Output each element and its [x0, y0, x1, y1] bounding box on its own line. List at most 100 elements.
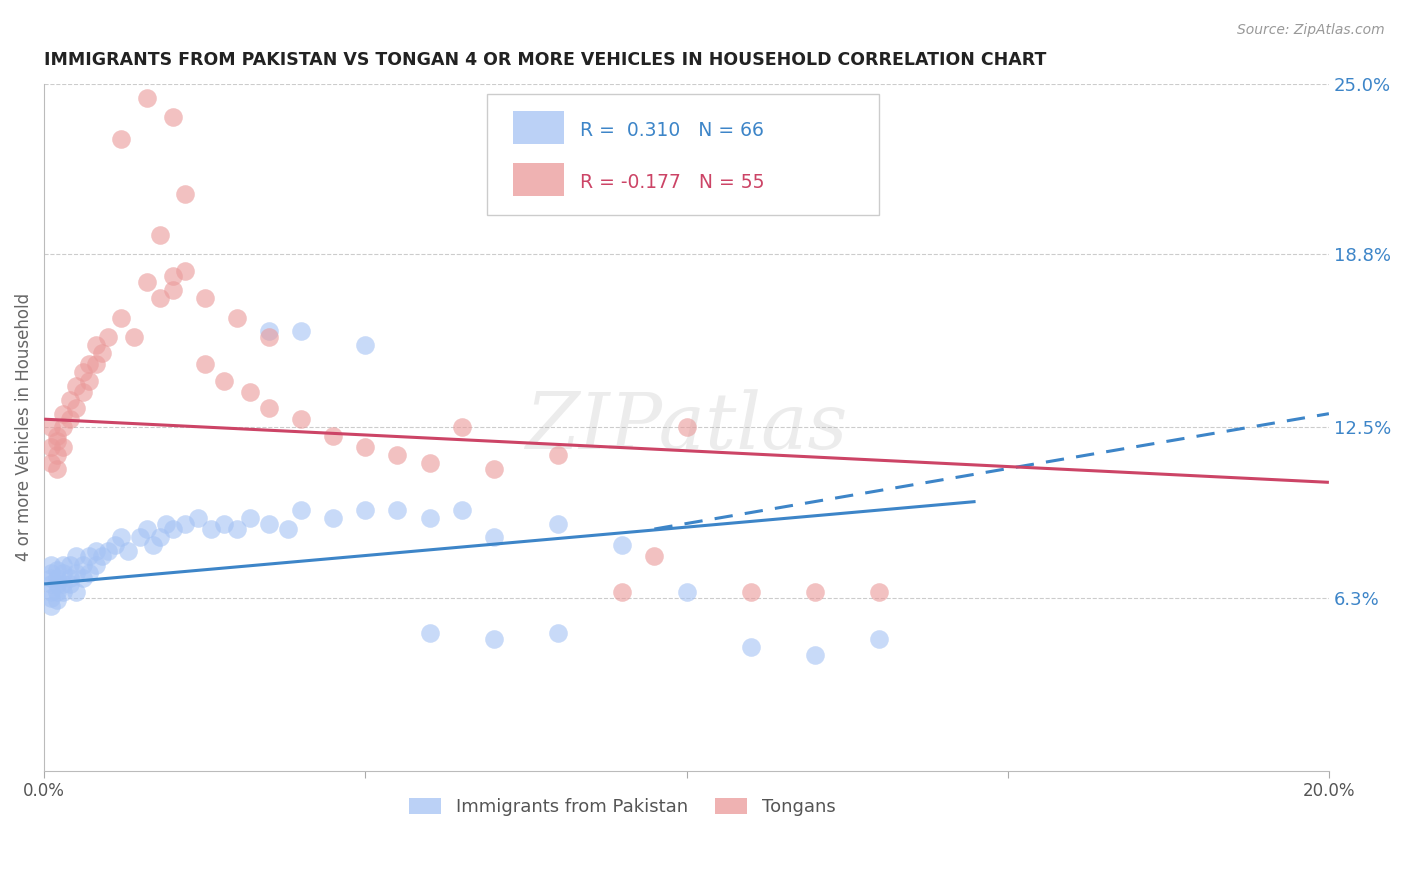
Point: [419, 456, 441, 470]
Point: [239, 384, 262, 399]
Point: [135, 275, 157, 289]
Point: [46, 563, 69, 577]
Point: [290, 412, 312, 426]
Point: [225, 310, 247, 325]
Point: [52, 577, 75, 591]
Point: [387, 448, 409, 462]
Point: [59, 392, 82, 407]
Point: [162, 283, 184, 297]
Point: [52, 420, 75, 434]
Point: [77, 549, 100, 564]
Point: [257, 330, 280, 344]
Point: [135, 91, 157, 105]
Point: [225, 522, 247, 536]
Point: [194, 357, 217, 371]
Point: [257, 516, 280, 531]
Text: Source: ZipAtlas.com: Source: ZipAtlas.com: [1237, 23, 1385, 37]
Point: [84, 357, 107, 371]
Point: [110, 530, 132, 544]
Point: [612, 539, 634, 553]
Point: [122, 330, 145, 344]
Point: [77, 566, 100, 580]
Point: [65, 566, 87, 580]
Point: [135, 522, 157, 536]
Point: [643, 549, 665, 564]
Bar: [513, 111, 564, 144]
Point: [52, 566, 75, 580]
Point: [65, 549, 87, 564]
Point: [868, 585, 890, 599]
Point: [90, 549, 112, 564]
Point: [52, 558, 75, 572]
Point: [52, 440, 75, 454]
Point: [277, 522, 299, 536]
Point: [59, 412, 82, 426]
Point: [52, 407, 75, 421]
Point: [46, 571, 69, 585]
Point: [72, 384, 94, 399]
Text: R =  0.310   N = 66: R = 0.310 N = 66: [579, 120, 763, 139]
Point: [387, 503, 409, 517]
Point: [39, 571, 62, 585]
Point: [868, 632, 890, 646]
Point: [46, 448, 69, 462]
Point: [149, 291, 172, 305]
Point: [72, 366, 94, 380]
Point: [257, 324, 280, 338]
Point: [59, 558, 82, 572]
Point: [149, 530, 172, 544]
Point: [482, 530, 505, 544]
Point: [482, 632, 505, 646]
Point: [450, 503, 472, 517]
Point: [257, 401, 280, 416]
Point: [65, 585, 87, 599]
Point: [117, 544, 139, 558]
Point: [740, 640, 762, 654]
Point: [39, 456, 62, 470]
Point: [46, 577, 69, 591]
Text: IMMIGRANTS FROM PAKISTAN VS TONGAN 4 OR MORE VEHICLES IN HOUSEHOLD CORRELATION C: IMMIGRANTS FROM PAKISTAN VS TONGAN 4 OR …: [44, 51, 1046, 69]
Point: [110, 310, 132, 325]
Point: [322, 511, 344, 525]
Point: [77, 357, 100, 371]
Point: [212, 516, 235, 531]
Point: [46, 593, 69, 607]
Point: [187, 511, 209, 525]
Point: [162, 269, 184, 284]
Point: [174, 186, 197, 201]
Point: [612, 585, 634, 599]
Point: [39, 558, 62, 572]
Point: [59, 571, 82, 585]
Point: [354, 440, 377, 454]
Point: [142, 539, 165, 553]
Point: [547, 626, 569, 640]
Point: [90, 346, 112, 360]
Point: [482, 461, 505, 475]
Point: [162, 522, 184, 536]
Point: [72, 558, 94, 572]
Point: [97, 330, 120, 344]
Point: [65, 379, 87, 393]
Point: [39, 440, 62, 454]
Point: [212, 374, 235, 388]
Point: [322, 428, 344, 442]
Point: [740, 585, 762, 599]
Point: [675, 585, 697, 599]
FancyBboxPatch shape: [488, 95, 879, 215]
Y-axis label: 4 or more Vehicles in Household: 4 or more Vehicles in Household: [15, 293, 32, 561]
Point: [162, 110, 184, 124]
Point: [39, 577, 62, 591]
Point: [149, 228, 172, 243]
Point: [450, 420, 472, 434]
Point: [52, 585, 75, 599]
Point: [46, 585, 69, 599]
Point: [39, 585, 62, 599]
Point: [290, 324, 312, 338]
Point: [39, 599, 62, 613]
Point: [239, 511, 262, 525]
Text: R = -0.177   N = 55: R = -0.177 N = 55: [579, 173, 765, 193]
Point: [354, 338, 377, 352]
Point: [77, 374, 100, 388]
Point: [129, 530, 152, 544]
Point: [155, 516, 177, 531]
